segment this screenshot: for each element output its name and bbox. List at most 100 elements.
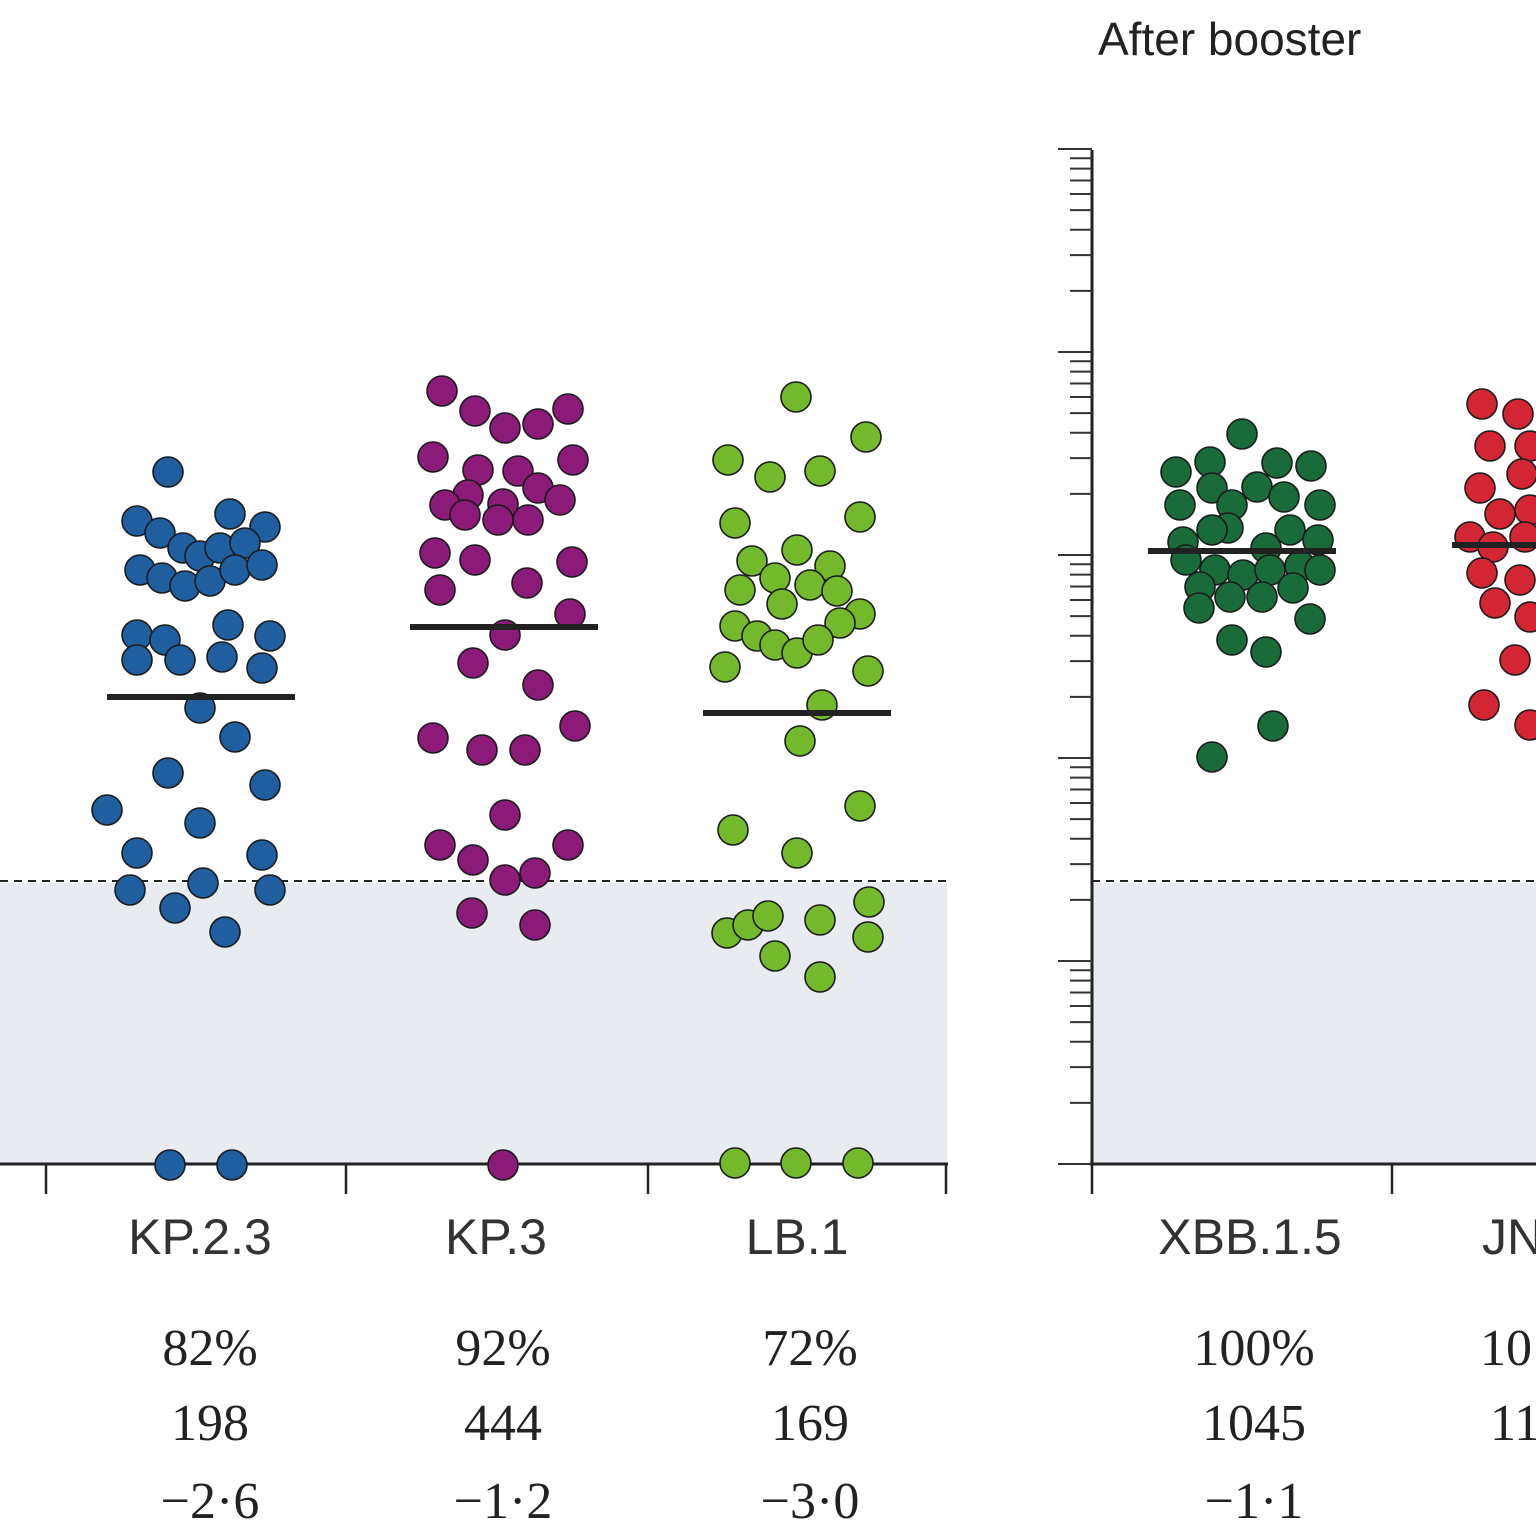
- kp23-data-point: [121, 837, 153, 869]
- lb1-data-point: [842, 1147, 874, 1179]
- kp23-data-point: [246, 549, 278, 581]
- right-below-threshold-shading: [1092, 883, 1536, 1163]
- lb1-data-point: [852, 655, 884, 687]
- kp23-data-point: [209, 916, 241, 948]
- kp3-data-point: [457, 844, 489, 876]
- jn-data-point: [1502, 398, 1534, 430]
- kp3-data-point: [417, 441, 449, 473]
- jn-data-point: [1466, 557, 1498, 589]
- xbb15-data-point: [1164, 489, 1196, 521]
- kp23-data-point: [206, 641, 238, 673]
- xbb15-gmt: 1045: [1202, 1395, 1306, 1452]
- jn-data-point: [1514, 494, 1536, 526]
- kp3-data-point: [424, 574, 456, 606]
- kp3-data-point: [511, 567, 543, 599]
- jn-data-point: [1484, 498, 1516, 530]
- xbb15-data-point: [1241, 471, 1273, 503]
- lb1-data-point: [709, 651, 741, 683]
- lb1-data-point: [784, 725, 816, 757]
- left-data-points: [91, 375, 885, 1181]
- kp3-data-point: [487, 1149, 519, 1181]
- category-label-jn: JN: [1482, 1209, 1536, 1265]
- lb1-data-point: [759, 562, 791, 594]
- lb1-data-point: [719, 507, 751, 539]
- kp3-data-point: [482, 504, 514, 536]
- xbb15-data-point: [1214, 581, 1246, 613]
- kp23-gmt: 198: [171, 1395, 249, 1452]
- kp3-data-point: [522, 669, 554, 701]
- jn-data-point: [1504, 564, 1536, 596]
- xbb15-data-point: [1261, 447, 1293, 479]
- lb1-data-point: [759, 940, 791, 972]
- xbb15-data-point: [1304, 554, 1336, 586]
- kp3-data-point: [459, 395, 491, 427]
- kp3-data-point: [512, 504, 544, 536]
- jn-data-point: [1464, 472, 1496, 504]
- kp23-data-point: [159, 892, 191, 924]
- kp23-data-point: [254, 874, 286, 906]
- xbb15-data-point: [1183, 592, 1215, 624]
- lb1-data-point: [853, 886, 885, 918]
- jn-data-point: [1474, 430, 1506, 462]
- lb1-gmt: 169: [771, 1395, 849, 1452]
- kp3-data-point: [417, 722, 449, 754]
- kp23-data-point: [246, 652, 278, 684]
- category-label-lb1: LB.1: [746, 1209, 849, 1265]
- xbb15-data-point: [1304, 489, 1336, 521]
- kp23-data-point: [152, 757, 184, 789]
- lb1-data-point: [781, 534, 813, 566]
- kp3-data-point: [519, 909, 551, 941]
- jn-data-point: [1499, 644, 1531, 676]
- kp23-data-point: [144, 517, 176, 549]
- left-panel: KP.2.3 KP.3 LB.1 82% 92% 72% 198 444 169…: [0, 375, 948, 1530]
- xbb15-data-point: [1295, 450, 1327, 482]
- xbb15-data-point: [1226, 418, 1258, 450]
- lb1-data-point: [852, 921, 884, 953]
- kp3-data-point: [544, 484, 576, 516]
- jn-data-point: [1479, 587, 1511, 619]
- xbb15-data-point: [1294, 603, 1326, 635]
- panel-title-after-booster: After booster: [1098, 13, 1361, 65]
- kp23-data-point: [154, 1149, 186, 1181]
- kp23-data-point: [254, 620, 286, 652]
- lb1-data-point: [804, 904, 836, 936]
- kp23-data-point: [246, 839, 278, 871]
- left-below-threshold-shading: [0, 883, 947, 1163]
- lb1-data-point: [736, 545, 768, 577]
- kp3-data-point: [466, 734, 498, 766]
- kp3-data-point: [552, 393, 584, 425]
- kp3-data-point: [489, 412, 521, 444]
- kp3-data-point: [556, 546, 588, 578]
- lb1-data-point: [781, 837, 813, 869]
- kp3-data-point: [509, 734, 541, 766]
- xbb15-data-point: [1196, 741, 1228, 773]
- category-label-kp3: KP.3: [445, 1209, 547, 1265]
- kp3-data-point: [559, 710, 591, 742]
- kp3-data-point: [522, 408, 554, 440]
- lb1-data-point: [824, 607, 856, 639]
- jn-data-point: [1506, 458, 1536, 490]
- lb1-data-point: [844, 790, 876, 822]
- kp3-data-point: [457, 647, 489, 679]
- kp23-data-point: [152, 456, 184, 488]
- kp23-data-point: [91, 794, 123, 826]
- kp3-data-point: [419, 537, 451, 569]
- jn-data-point: [1468, 689, 1500, 721]
- category-label-xbb15: XBB.1.5: [1158, 1209, 1341, 1265]
- kp23-data-point: [212, 609, 244, 641]
- jn-data-point: [1514, 709, 1536, 741]
- kp3-gmt: 444: [464, 1395, 542, 1452]
- kp3-data-point: [459, 544, 491, 576]
- xbb15-data-point: [1268, 481, 1300, 513]
- lb1-data-point: [804, 961, 836, 993]
- xbb15-data-point: [1274, 514, 1306, 546]
- lb1-data-point: [724, 574, 756, 606]
- xbb15-data-point: [1196, 514, 1228, 546]
- kp3-percent: 92%: [455, 1320, 550, 1377]
- lb1-data-point: [752, 900, 784, 932]
- kp3-fold-change: −1·2: [454, 1473, 553, 1530]
- kp23-percent: 82%: [162, 1320, 257, 1377]
- xbb15-data-point: [1216, 624, 1248, 656]
- kp23-fold-change: −2·6: [161, 1473, 260, 1530]
